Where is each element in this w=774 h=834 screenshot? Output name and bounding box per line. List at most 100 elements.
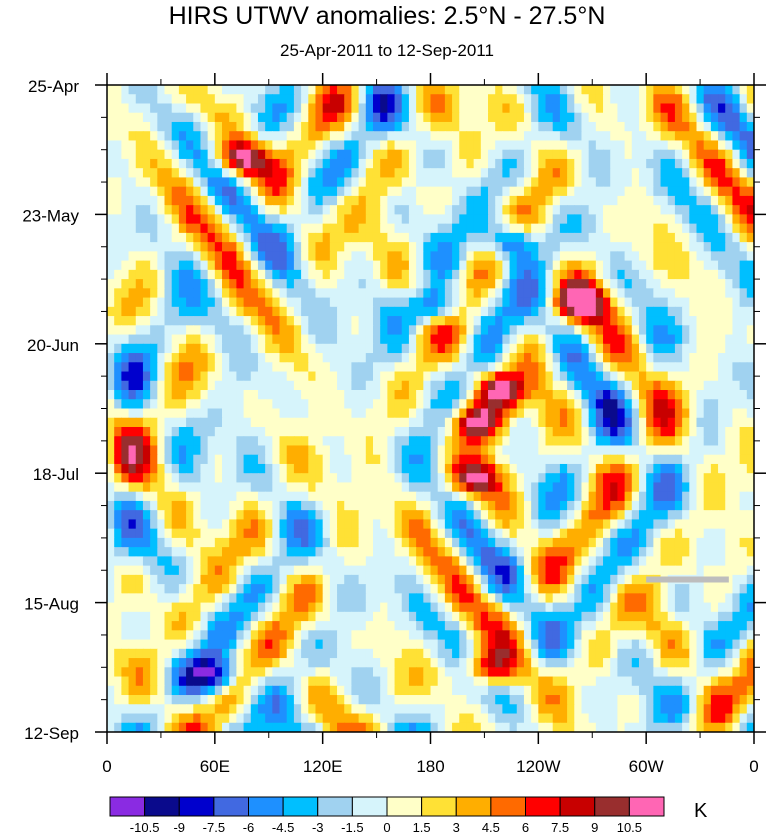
heat-cell bbox=[394, 140, 403, 151]
heat-cell bbox=[401, 242, 410, 252]
heat-cell bbox=[552, 223, 561, 234]
heat-cell bbox=[186, 269, 194, 280]
heat-cell bbox=[617, 168, 626, 179]
heat-cell bbox=[696, 482, 705, 493]
heat-cell bbox=[257, 306, 266, 317]
heat-cell bbox=[516, 288, 525, 299]
heat-cell bbox=[452, 473, 460, 484]
heat-cell bbox=[703, 149, 712, 160]
heat-cell bbox=[157, 205, 166, 215]
heat-cell bbox=[646, 408, 654, 419]
heat-cell bbox=[222, 473, 230, 484]
heat-cell bbox=[581, 408, 590, 419]
heat-cell bbox=[660, 510, 669, 521]
heat-cell bbox=[603, 491, 611, 502]
heat-cell bbox=[610, 556, 619, 567]
heat-cell bbox=[610, 491, 619, 502]
heat-cell bbox=[710, 177, 719, 188]
heat-cell bbox=[552, 205, 561, 215]
heat-cell bbox=[516, 491, 525, 502]
heat-cell bbox=[121, 500, 130, 511]
heat-cell bbox=[157, 463, 166, 474]
heat-cell bbox=[581, 85, 590, 95]
heat-cell bbox=[315, 390, 324, 400]
heat-cell bbox=[250, 214, 259, 225]
heat-cell bbox=[193, 140, 202, 151]
heat-cell bbox=[624, 131, 633, 142]
heat-cell bbox=[416, 131, 424, 142]
heat-cell bbox=[480, 158, 489, 169]
heat-cell bbox=[452, 214, 460, 225]
heat-cell bbox=[480, 112, 489, 123]
heat-cell bbox=[437, 103, 446, 114]
heat-cell bbox=[372, 260, 381, 271]
heat-cell bbox=[229, 251, 237, 262]
heat-cell bbox=[351, 353, 360, 363]
heat-cell bbox=[545, 426, 554, 437]
heat-cell bbox=[236, 251, 245, 262]
heat-cell bbox=[301, 177, 309, 188]
heat-cell bbox=[257, 519, 266, 530]
heat-cell bbox=[538, 195, 547, 206]
heat-cell bbox=[488, 473, 496, 484]
heat-cell bbox=[408, 473, 417, 484]
heat-cell bbox=[214, 214, 223, 225]
heat-cell bbox=[128, 158, 137, 169]
heat-cell bbox=[408, 279, 417, 289]
heat-cell bbox=[372, 288, 381, 299]
heat-cell bbox=[473, 584, 482, 594]
heat-cell bbox=[193, 556, 202, 567]
heat-cell bbox=[236, 362, 245, 373]
heat-cell bbox=[265, 85, 273, 95]
heat-cell bbox=[200, 565, 209, 576]
heat-cell bbox=[344, 537, 353, 548]
heat-cell bbox=[135, 297, 144, 308]
heat-cell bbox=[718, 140, 726, 151]
heat-cell bbox=[696, 491, 705, 502]
heat-cell bbox=[423, 316, 432, 326]
heat-cell bbox=[689, 251, 698, 262]
heat-cell bbox=[689, 325, 698, 336]
heat-cell bbox=[164, 380, 173, 391]
heat-cell bbox=[394, 353, 403, 363]
heat-cell bbox=[279, 251, 288, 262]
heat-cell bbox=[293, 316, 302, 326]
heat-cell bbox=[250, 112, 259, 123]
heat-cell bbox=[401, 112, 410, 123]
heat-cell bbox=[171, 334, 180, 345]
heat-cell bbox=[329, 556, 338, 567]
heat-cell bbox=[150, 445, 158, 456]
heat-cell bbox=[725, 362, 734, 373]
heat-cell bbox=[732, 260, 741, 271]
heat-cell bbox=[358, 103, 367, 114]
heat-cell bbox=[387, 288, 396, 299]
heat-cell bbox=[725, 297, 734, 308]
heat-cell bbox=[423, 223, 432, 234]
heat-cell bbox=[746, 417, 754, 428]
heat-cell bbox=[603, 565, 611, 576]
heat-cell bbox=[452, 445, 460, 456]
heat-cell bbox=[660, 454, 669, 465]
heat-cell bbox=[157, 242, 166, 252]
heat-cell bbox=[509, 565, 518, 576]
heat-cell bbox=[416, 103, 424, 114]
heat-cell bbox=[344, 316, 353, 326]
heat-cell bbox=[725, 500, 734, 511]
heat-cell bbox=[229, 380, 237, 391]
heat-cell bbox=[552, 371, 561, 382]
heat-cell bbox=[322, 463, 331, 474]
heat-cell bbox=[214, 556, 223, 567]
heat-cell bbox=[222, 537, 230, 548]
heat-cell bbox=[329, 454, 338, 465]
heat-cell bbox=[646, 362, 654, 373]
heat-cell bbox=[186, 380, 194, 391]
heat-cell bbox=[164, 426, 173, 437]
heat-cell bbox=[372, 473, 381, 484]
heat-cell bbox=[545, 574, 554, 585]
heat-cell bbox=[746, 491, 754, 502]
heat-cell bbox=[222, 177, 230, 188]
heat-cell bbox=[423, 436, 432, 447]
heat-cell bbox=[595, 140, 604, 151]
heat-cell bbox=[545, 186, 554, 197]
heat-cell bbox=[243, 205, 252, 215]
